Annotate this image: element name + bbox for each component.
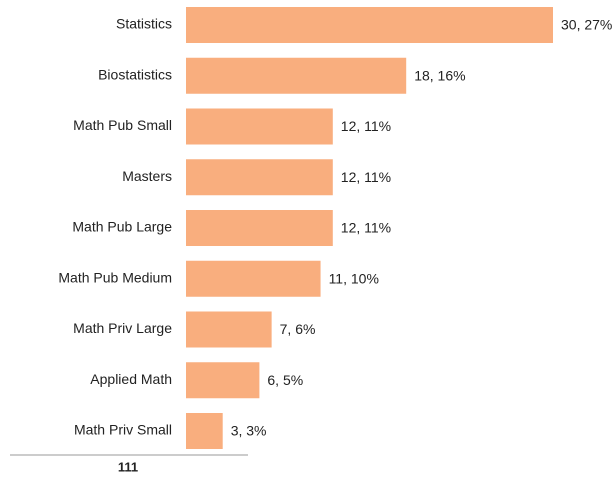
value-label: 7, 6% <box>280 321 316 337</box>
category-label: Math Priv Small <box>74 422 172 438</box>
value-label: 30, 27% <box>561 17 612 33</box>
category-label: Math Pub Small <box>73 117 172 133</box>
bar <box>186 311 272 348</box>
category-label: Math Pub Medium <box>58 269 172 285</box>
bar <box>186 260 321 297</box>
category-label: Math Pub Large <box>72 219 172 235</box>
category-label: Biostatistics <box>98 66 172 82</box>
category-label: Math Priv Large <box>73 320 172 336</box>
bar <box>186 362 260 399</box>
value-label: 18, 16% <box>414 67 465 83</box>
value-label: 12, 11% <box>341 118 391 134</box>
bar <box>186 108 333 145</box>
bar <box>186 159 333 196</box>
category-label: Applied Math <box>90 371 172 387</box>
category-label: Masters <box>122 168 172 184</box>
value-label: 11, 10% <box>329 270 379 286</box>
total-label: 111 <box>118 459 138 474</box>
value-label: 12, 11% <box>341 220 391 236</box>
bar <box>186 7 553 43</box>
bar <box>186 413 223 449</box>
category-label: Statistics <box>116 16 172 32</box>
value-label: 3, 3% <box>231 423 267 439</box>
value-label: 6, 5% <box>267 372 303 388</box>
bar <box>186 57 407 94</box>
value-label: 12, 11% <box>341 169 391 185</box>
bar <box>186 210 333 246</box>
